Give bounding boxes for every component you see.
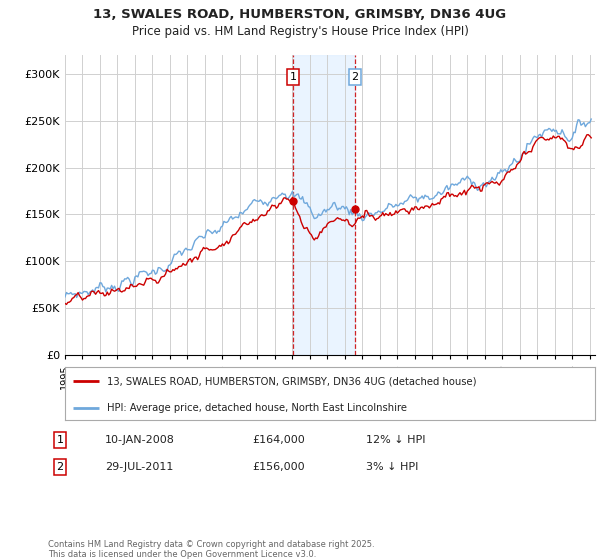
Text: £156,000: £156,000: [252, 462, 305, 472]
Text: 13, SWALES ROAD, HUMBERSTON, GRIMSBY, DN36 4UG: 13, SWALES ROAD, HUMBERSTON, GRIMSBY, DN…: [94, 8, 506, 21]
Text: 1: 1: [290, 72, 296, 82]
Text: 3% ↓ HPI: 3% ↓ HPI: [366, 462, 418, 472]
Text: £164,000: £164,000: [252, 435, 305, 445]
Text: 2: 2: [352, 72, 359, 82]
Text: 29-JUL-2011: 29-JUL-2011: [105, 462, 173, 472]
Text: Contains HM Land Registry data © Crown copyright and database right 2025.
This d: Contains HM Land Registry data © Crown c…: [48, 540, 374, 559]
Text: 13, SWALES ROAD, HUMBERSTON, GRIMSBY, DN36 4UG (detached house): 13, SWALES ROAD, HUMBERSTON, GRIMSBY, DN…: [107, 376, 477, 386]
Text: 1: 1: [56, 435, 64, 445]
Text: Price paid vs. HM Land Registry's House Price Index (HPI): Price paid vs. HM Land Registry's House …: [131, 25, 469, 38]
Text: 10-JAN-2008: 10-JAN-2008: [105, 435, 175, 445]
Text: HPI: Average price, detached house, North East Lincolnshire: HPI: Average price, detached house, Nort…: [107, 403, 407, 413]
Text: 12% ↓ HPI: 12% ↓ HPI: [366, 435, 425, 445]
Bar: [293, 55, 355, 355]
Text: 2: 2: [56, 462, 64, 472]
